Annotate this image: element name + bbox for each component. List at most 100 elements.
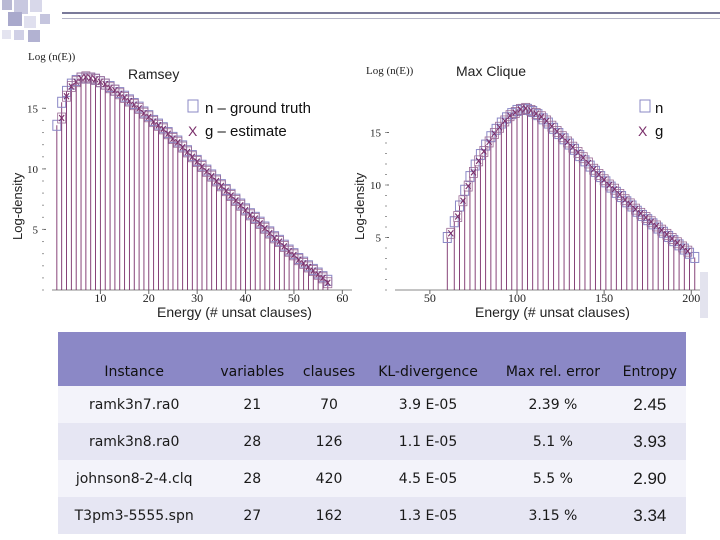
chart2-g-box <box>631 203 640 215</box>
chart1-g-box <box>323 277 333 289</box>
table-header: clauses <box>294 332 364 386</box>
chart2-g-point <box>465 182 472 190</box>
chart2-g-box <box>620 194 630 206</box>
chart2-legend-g: g <box>655 123 663 140</box>
chart2-legend: n X g <box>638 99 663 140</box>
table-header: Entropy <box>613 332 686 386</box>
chart1-legend-n: n – ground truth <box>205 100 311 117</box>
table-cell: 28 <box>210 423 295 460</box>
chart2-g-box <box>678 241 687 253</box>
chart2-g-box <box>463 180 473 192</box>
chart2-ylabel: Log-density <box>352 172 367 240</box>
chart1-ylabel-small: Log (n(E)) <box>28 51 76 63</box>
chart1-g-box <box>125 95 134 107</box>
chart1-n-point <box>52 119 62 131</box>
chart1-g-box <box>304 261 313 273</box>
table-cell: T3pm3-5555.spn <box>58 497 211 534</box>
chart2-g-point <box>475 157 482 165</box>
chart1-g-point <box>111 86 118 94</box>
chart1-g-point <box>126 97 133 105</box>
chart2-g-box <box>469 166 478 178</box>
chart2-n-point <box>460 184 470 196</box>
chart1-g-point <box>131 101 138 109</box>
density-charts: Log (n(E)) Ramsey Log-density Energy (# … <box>10 51 708 320</box>
chart1-g-point <box>261 224 268 232</box>
table-cell: 28 <box>210 460 295 497</box>
table-cell: 420 <box>294 460 364 497</box>
chart1-g-point <box>228 192 234 199</box>
chart2-g-box <box>458 195 468 207</box>
chart1-g-point <box>266 229 273 237</box>
chart2-g-point <box>559 133 566 141</box>
chart2-g-point <box>543 117 550 125</box>
chart1-g-point <box>63 92 70 100</box>
table-cell: 21 <box>210 386 295 423</box>
chart2-g-point <box>564 138 571 146</box>
chart1-g-point <box>174 138 181 146</box>
chart1-g-point <box>305 263 312 271</box>
chart2-g-box <box>474 155 484 167</box>
legend-n-marker <box>639 99 651 113</box>
chart1-g-box <box>168 133 178 145</box>
chart2-g-point <box>643 214 649 221</box>
chart2-g-point <box>595 171 602 178</box>
title-rule <box>62 12 720 14</box>
table-row: johnson8-2-4.clq 28 420 4.5 E-05 5.5 % 2… <box>58 460 686 497</box>
chart1-g-box <box>294 254 304 266</box>
chart2-g-point <box>611 185 618 193</box>
chart2-x-tick-label: 50 <box>424 291 436 305</box>
chart2-n-point <box>690 251 700 263</box>
chart2-g-point <box>658 226 665 234</box>
chart1-g-box <box>120 92 129 103</box>
chart1-g-point <box>310 267 317 274</box>
chart1-g-point <box>160 125 167 133</box>
table-cell: 1.1 E-05 <box>363 423 493 460</box>
chart2-g-box <box>662 228 672 240</box>
chart2-n-point <box>491 123 501 135</box>
chart1-g-point <box>87 74 94 82</box>
chart2-g-box <box>446 227 456 239</box>
chart1-g-box <box>129 99 139 111</box>
chart2-g-point <box>522 104 529 112</box>
chart2-g-point <box>447 229 454 237</box>
chart1-g-point <box>97 78 104 86</box>
chart1-g-point <box>324 279 331 287</box>
chart2-g-point <box>580 154 587 162</box>
table-cell: 5.1 % <box>492 423 614 460</box>
chart2-x-tick-label: 150 <box>595 291 613 305</box>
chart2-g-point <box>632 205 639 213</box>
chart2-g-point <box>569 143 576 151</box>
chart1-g-point <box>58 114 65 122</box>
chart2-g-point <box>585 159 592 167</box>
chart2-g-box <box>652 220 661 232</box>
chart2-g-box <box>479 145 489 157</box>
legend-g-marker: X <box>188 123 198 139</box>
chart2-g-point <box>669 235 676 242</box>
chart2-g-point <box>627 200 634 208</box>
chart2-g-box <box>667 233 677 244</box>
chart1-n-point <box>57 96 67 108</box>
chart2-g-point <box>460 197 466 205</box>
chart2-g-point <box>454 213 461 220</box>
table-cell: 3.93 <box>613 423 686 460</box>
table-cell: 3.15 % <box>492 497 614 534</box>
chart1-g-box <box>115 88 125 100</box>
chart1-g-point <box>300 260 307 267</box>
chart1-g-point <box>92 75 99 83</box>
chart2-g-point <box>684 247 691 255</box>
chart1-g-point <box>232 197 239 204</box>
chart1-y-tick-label: 5 <box>33 224 39 236</box>
chart1-g-box <box>62 90 71 102</box>
chart1-g-point <box>252 215 259 222</box>
chart1-g-point <box>286 247 293 255</box>
chart1-g-box <box>71 76 81 88</box>
chart1-g-point <box>82 73 89 81</box>
chart1-g-point <box>121 94 128 101</box>
chart2-y-tick-label: 5 <box>376 233 382 245</box>
chart1-g-point <box>257 220 263 227</box>
chart1-g-point <box>295 256 302 264</box>
chart1-g-box <box>245 209 255 221</box>
chart1-g-box <box>284 245 294 257</box>
chart1-g-point <box>242 206 249 214</box>
chart1-g-point <box>136 104 143 112</box>
